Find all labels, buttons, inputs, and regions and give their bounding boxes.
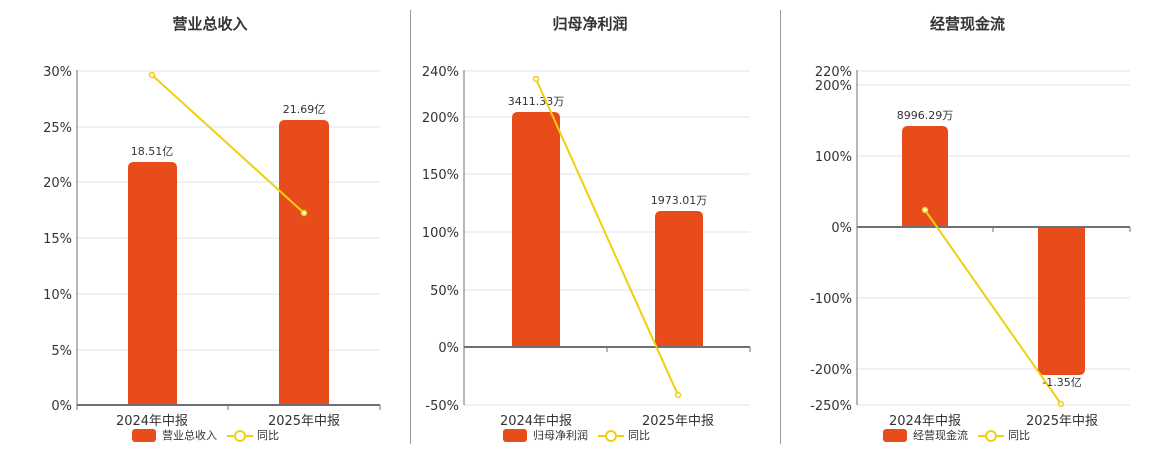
chart-net-profit: 归母净利润 240% 200% 150% 100% 50% 0% -50% [400,0,780,450]
svg-text:0%: 0% [831,221,852,236]
bars[interactable] [512,112,703,347]
chart-plot: 30% 25% 20% 15% 10% 5% 0% 18.51亿 21.69亿 … [43,65,381,429]
x-label: 2025年中报 [1026,414,1098,429]
svg-text:0%: 0% [438,341,459,356]
chart-title: 归母净利润 [552,15,628,33]
x-label: 2024年中报 [116,414,188,429]
x-axis-ticks [463,347,751,352]
bar-value-label: 8996.29万 [897,109,954,122]
svg-text:100%: 100% [422,226,459,241]
svg-text:200%: 200% [422,111,459,126]
legend-bar-swatch[interactable] [132,428,156,442]
x-axis-ticks [856,227,1131,232]
svg-text:100%: 100% [815,150,852,165]
bars[interactable] [902,126,1085,375]
divider [410,10,411,444]
x-label: 2024年中报 [889,414,961,429]
bar-2024 [128,162,177,405]
chart-plot: 220% 200% 100% 0% -100% -200% -250% 8996… [810,65,1131,429]
chart-revenue: 营业总收入 30% 25% 20% 15% 10% 5% 0% [0,0,400,450]
yoy-line[interactable] [532,75,682,399]
svg-text:50%: 50% [430,284,459,299]
legend-bar-label[interactable]: 经营现金流 [913,429,968,442]
yoy-line[interactable] [921,206,1065,408]
svg-text:10%: 10% [43,288,72,303]
svg-text:150%: 150% [422,168,459,183]
bar-2025 [279,120,329,405]
divider [780,10,781,444]
bar-2025 [1038,227,1085,375]
bar-value-label: -1.35亿 [1042,376,1081,389]
legend-line-swatch-icon[interactable] [227,429,253,442]
svg-text:15%: 15% [43,232,72,247]
svg-text:0%: 0% [51,399,72,414]
legend-bar-swatch[interactable] [503,428,527,442]
legend-line-swatch-icon[interactable] [978,429,1004,442]
svg-text:-50%: -50% [425,399,459,414]
y-axis-ticks: 30% 25% 20% 15% 10% 5% 0% [43,65,72,414]
chart-plot: 240% 200% 150% 100% 50% 0% -50% 3411.33万… [422,65,751,429]
x-label: 2025年中报 [642,414,714,429]
bar-value-label: 1973.01万 [651,194,708,207]
x-label: 2025年中报 [268,414,340,429]
y-axis-ticks: 240% 200% 150% 100% 50% 0% -50% [422,65,459,414]
legend: 归母净利润 同比 [503,426,650,444]
y-axis-ticks: 220% 200% 100% 0% -100% -200% -250% [810,65,852,414]
bar-2024 [512,112,560,347]
bars[interactable] [128,120,329,405]
legend: 经营现金流 同比 [883,426,1030,444]
legend-line-label[interactable]: 同比 [257,429,279,442]
svg-text:5%: 5% [51,344,72,359]
x-label: 2024年中报 [500,414,572,429]
legend-line-swatch-icon[interactable] [598,429,624,442]
bar-2025 [655,211,703,347]
svg-text:200%: 200% [815,79,852,94]
svg-text:-200%: -200% [810,363,852,378]
legend-bar-swatch[interactable] [883,428,907,442]
bar-value-label: 21.69亿 [283,103,326,116]
svg-text:25%: 25% [43,121,72,136]
grid-lines [77,70,380,351]
x-axis-ticks [76,405,381,410]
bar-2024 [902,126,948,227]
chart-operating-cashflow: 经营现金流 220% 200% 100% 0% -100% -200% -250… [775,0,1160,450]
legend-bar-label[interactable]: 营业总收入 [162,429,217,442]
legend-line-label[interactable]: 同比 [628,429,650,442]
bar-value-label: 18.51亿 [131,145,174,158]
svg-text:20%: 20% [43,176,72,191]
chart-title: 经营现金流 [929,15,1005,33]
svg-text:30%: 30% [43,65,72,80]
legend-line-label[interactable]: 同比 [1008,429,1030,442]
yoy-line[interactable] [148,71,308,217]
chart-title: 营业总收入 [172,15,248,33]
legend-bar-label[interactable]: 归母净利润 [533,429,588,442]
svg-text:-250%: -250% [810,399,852,414]
svg-text:240%: 240% [422,65,459,80]
bar-value-label: 3411.33万 [508,95,565,108]
svg-text:-100%: -100% [810,292,852,307]
svg-text:220%: 220% [815,65,852,80]
legend: 营业总收入 同比 [132,426,279,444]
